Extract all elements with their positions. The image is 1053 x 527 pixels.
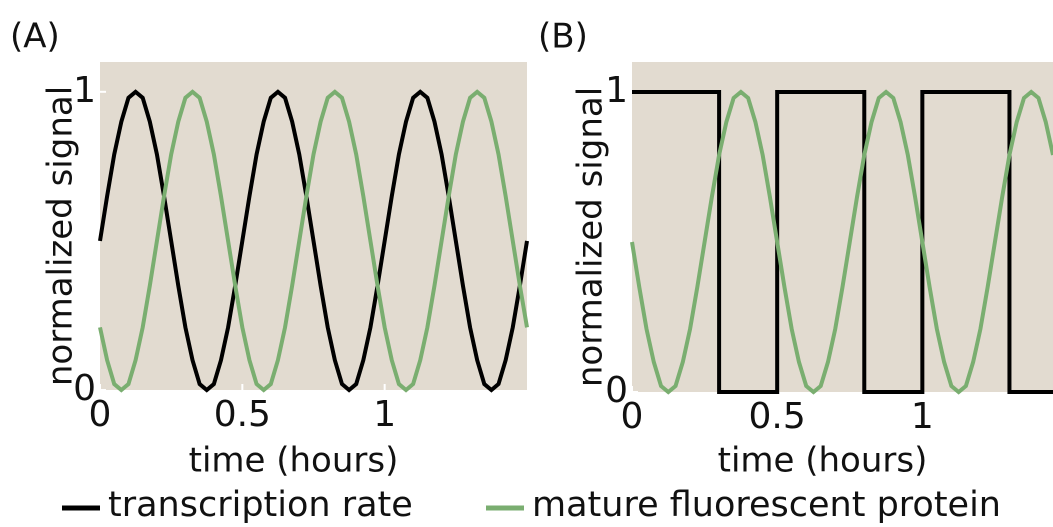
y-tick-label: 1 [605,70,628,111]
panel-label: (A) [10,17,60,57]
legend-label: transcription rate [108,485,413,525]
plot-background [632,62,1053,392]
y-tick-label: 1 [73,70,96,111]
line-series [98,89,529,393]
x-tick-label: 0 [89,394,112,435]
plot-background [100,62,527,390]
line-series [98,89,529,393]
line-series [632,90,1053,394]
line-series [630,89,1053,395]
y-tick-label: 0 [605,370,628,411]
y-axis-label: normalized signal [41,86,81,386]
x-axis-label: time (hours) [189,441,399,481]
x-tick-label: 0 [621,396,644,437]
legend-label: mature fluorescent protein [532,485,1001,525]
x-tick-label: 1 [911,396,934,437]
y-tick-label: 0 [73,368,96,409]
x-tick-label: 0.5 [749,396,806,437]
x-tick-label: 1 [373,394,396,435]
panel-label: (B) [538,17,588,57]
x-axis-label: time (hours) [718,441,928,481]
y-axis-label: normalized signal [571,87,611,387]
x-tick-label: 0.5 [214,394,271,435]
